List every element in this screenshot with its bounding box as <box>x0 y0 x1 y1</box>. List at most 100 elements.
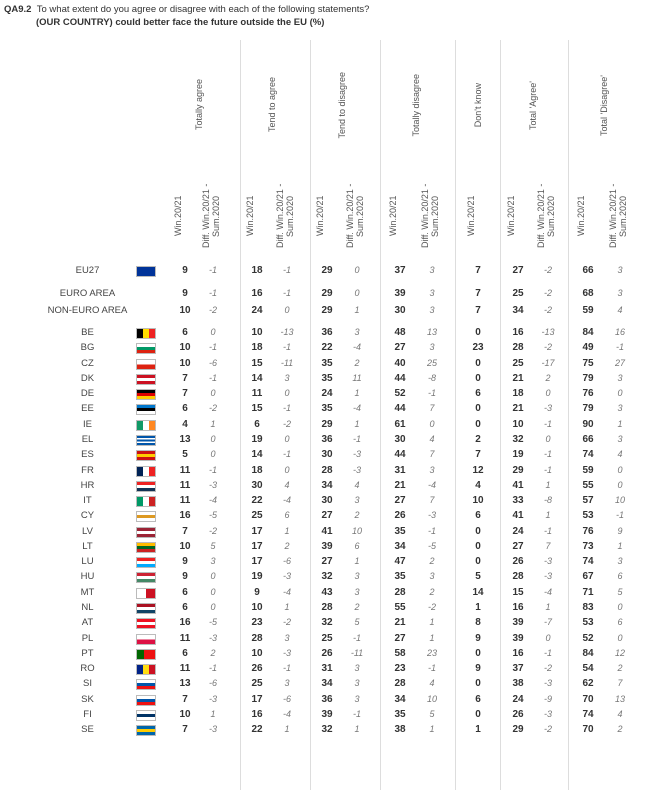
group-header: Total 'Disagree' <box>594 40 614 170</box>
cell-value: -17 <box>541 357 555 368</box>
cell-value: 13 <box>179 433 191 445</box>
cell-value: 26 <box>251 663 263 675</box>
cell-value: 6 <box>182 403 188 415</box>
cell-value: 52 <box>582 632 594 644</box>
cell-value: 4 <box>429 678 435 689</box>
cell-value: 34 <box>512 305 524 316</box>
cell-value: 10 <box>179 540 191 552</box>
cell-value: 2 <box>354 510 360 521</box>
statement: (OUR COUNTRY) could better face the futu… <box>36 17 325 28</box>
cell-value: 0 <box>429 418 435 429</box>
cell-value: 14 <box>251 372 263 384</box>
cell-value: 37 <box>394 265 406 276</box>
cell-value: 22 <box>251 724 263 736</box>
row-label: PT <box>81 647 94 659</box>
cell-value: -8 <box>543 495 552 506</box>
cell-value: 7 <box>475 288 481 299</box>
cell-value: 3 <box>354 693 360 704</box>
cell-value: 39 <box>321 709 333 720</box>
sub-header: Diff. Win.20/21 - Sum.2020 <box>344 175 370 257</box>
cell-value: 2 <box>354 602 360 613</box>
cell-value: 5 <box>617 586 623 597</box>
cell-value: 30 <box>321 449 333 461</box>
sub-label: Diff. Win.20/21 - Sum.2020 <box>536 183 556 249</box>
cell-value: -2 <box>543 342 552 353</box>
cell-value: 0 <box>210 571 216 582</box>
cell-value: 15 <box>251 403 263 415</box>
cell-value: 17 <box>251 525 263 537</box>
cell-value: 35 <box>394 525 406 537</box>
row-label: FR <box>81 464 94 476</box>
cell-value: 27 <box>394 632 406 644</box>
cell-value: 9 <box>182 571 188 583</box>
flag <box>136 603 156 615</box>
cell-value: -3 <box>427 510 436 521</box>
cell-value: 10 <box>251 647 263 659</box>
cell-value: 0 <box>475 357 481 369</box>
cell-value: 16 <box>179 617 191 629</box>
cell-value: 7 <box>429 449 435 460</box>
cell-value: -4 <box>352 342 361 353</box>
cell-value: 4 <box>429 433 435 444</box>
cell-value: 5 <box>475 571 481 583</box>
cell-value: 2 <box>429 556 435 567</box>
cell-value: 29 <box>321 418 333 430</box>
flag <box>136 618 156 630</box>
cell-value: 15 <box>512 586 524 598</box>
cell-value: 2 <box>617 663 623 674</box>
cell-value: -1 <box>282 403 291 414</box>
cell-value: -1 <box>208 464 217 475</box>
cell-value: 3 <box>617 288 623 298</box>
cell-value: -1 <box>543 464 552 475</box>
cell-value: -1 <box>208 372 217 383</box>
cell-value: 29 <box>321 288 333 299</box>
cell-value: 23 <box>472 342 484 354</box>
cell-value: 0 <box>617 464 623 475</box>
cell-value: 1 <box>475 602 481 614</box>
cell-value: 13 <box>426 327 437 337</box>
flag <box>136 373 156 385</box>
cell-value: 39 <box>512 617 524 629</box>
cell-value: -3 <box>208 479 217 490</box>
sub-header: Win.20/21 <box>244 175 270 257</box>
cell-value: 37 <box>512 663 524 675</box>
cell-value: 6 <box>182 602 188 614</box>
flag <box>136 389 156 401</box>
cell-value: 2 <box>354 357 360 368</box>
cell-value: 33 <box>512 495 524 507</box>
row-label: LT <box>82 540 93 552</box>
cell-value: 0 <box>210 327 216 337</box>
cell-value: -4 <box>427 479 436 490</box>
cell-value: 36 <box>321 693 333 705</box>
flag <box>136 710 156 721</box>
cell-value: 16 <box>251 709 263 720</box>
cell-value: 39 <box>321 540 333 552</box>
cell-value: 23 <box>394 663 406 675</box>
sub-label: Win.20/21 <box>576 195 586 237</box>
cell-value: -1 <box>427 663 436 674</box>
group-header: Totally disagree <box>406 40 426 170</box>
row-label: CY <box>80 510 95 522</box>
cell-value: 0 <box>210 602 216 613</box>
cell-value: -1 <box>352 632 361 643</box>
cell-value: 38 <box>394 724 406 736</box>
cell-value: 59 <box>582 464 594 476</box>
flag <box>136 526 156 538</box>
cell-value: 49 <box>582 342 594 354</box>
group-header: Totally agree <box>189 40 209 170</box>
cell-value: 53 <box>582 617 594 629</box>
cell-value: 6 <box>475 388 481 400</box>
cell-value: 10 <box>179 709 191 720</box>
cell-value: 29 <box>512 724 524 736</box>
row-label: HR <box>80 479 95 491</box>
cell-value: 1 <box>354 305 360 315</box>
cell-value: 2 <box>284 540 290 551</box>
flag <box>136 648 156 660</box>
cell-value: 74 <box>582 709 594 720</box>
cell-value: 35 <box>321 403 333 415</box>
cell-value: 26 <box>512 709 524 720</box>
cell-value: 3 <box>354 495 360 506</box>
flag <box>136 465 156 477</box>
cell-value: 7 <box>617 678 623 689</box>
cell-value: 2 <box>617 724 623 735</box>
